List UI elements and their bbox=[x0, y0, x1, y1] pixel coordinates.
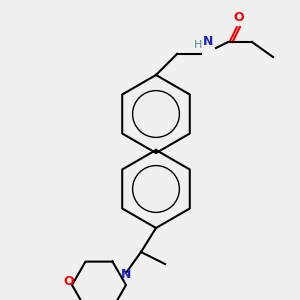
Text: N: N bbox=[121, 268, 131, 281]
Text: O: O bbox=[233, 11, 244, 24]
Text: O: O bbox=[64, 275, 74, 288]
Text: N: N bbox=[203, 35, 214, 48]
Text: H: H bbox=[194, 40, 202, 50]
